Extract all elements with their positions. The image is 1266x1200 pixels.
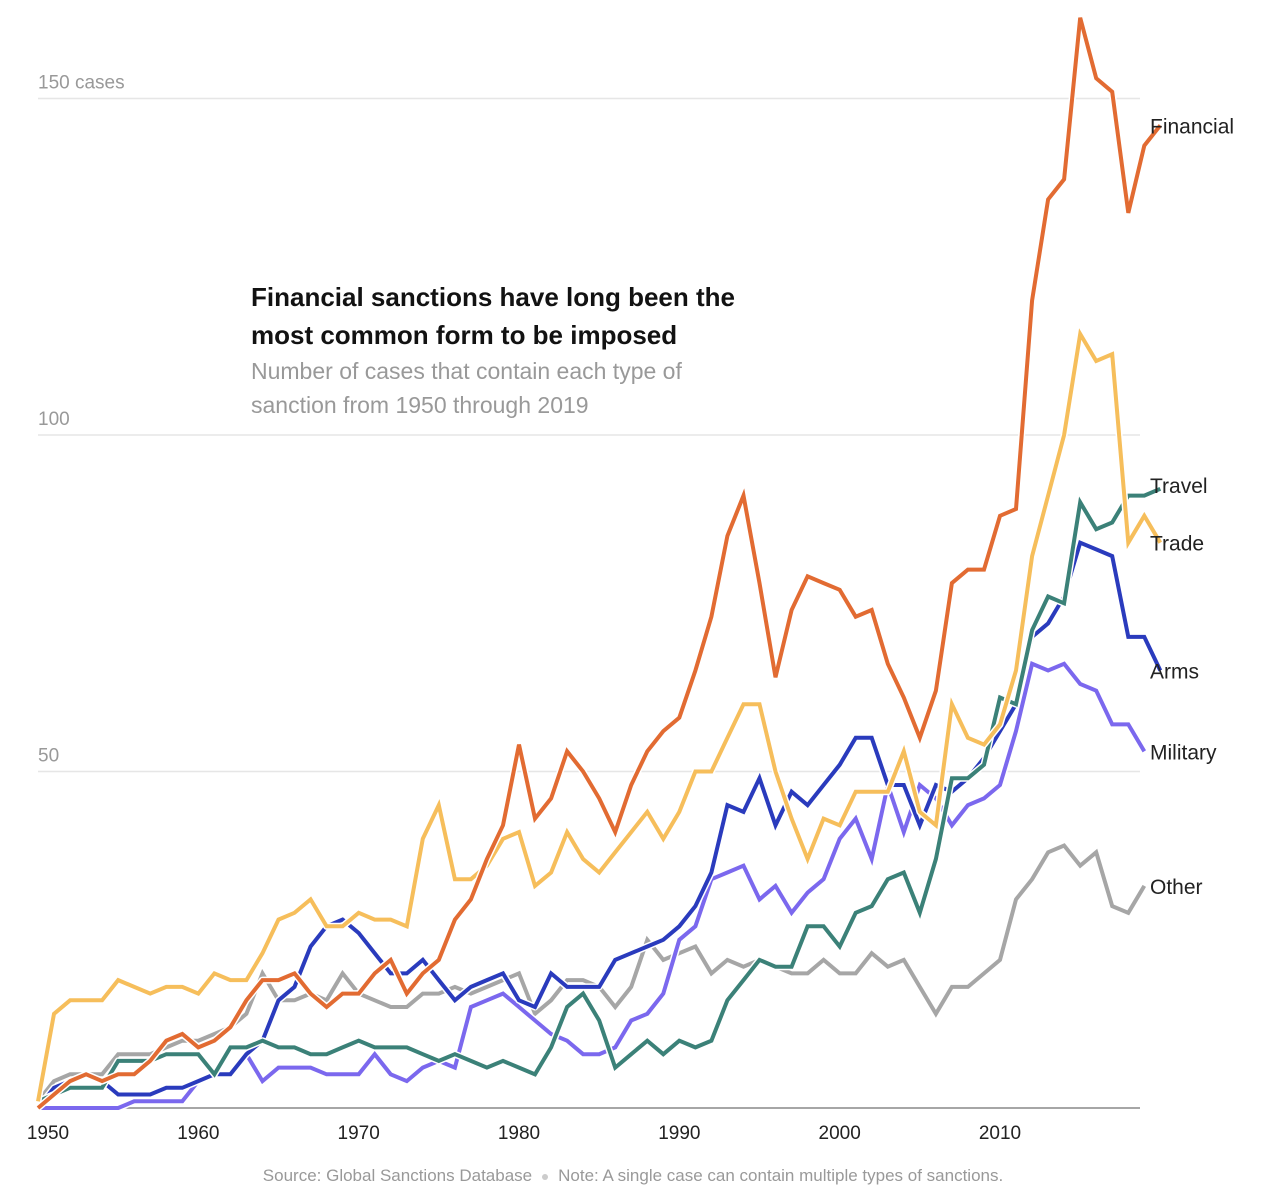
x-tick-label: 1990 (658, 1123, 700, 1144)
gridlines (38, 97, 1140, 773)
source-note: Source: Global Sanctions Database (262, 1166, 533, 1185)
x-tick-label: 2010 (979, 1123, 1021, 1144)
x-tick-label: 1980 (498, 1123, 540, 1144)
y-tick-label: 100 (38, 409, 70, 430)
series-label-financial: Financial (1150, 115, 1234, 138)
y-tick-label: 50 (38, 746, 59, 767)
x-tick-label: 1960 (177, 1123, 219, 1144)
y-tick-label: 150 cases (38, 73, 125, 94)
chart-title-block: Financial sanctions have long been the m… (251, 278, 811, 422)
chart-title-line-1: Financial sanctions have long been the (251, 282, 735, 312)
series-line-trade (36, 328, 1163, 1102)
series-line-travel (37, 486, 1162, 1104)
chart-title-line-2: most common form to be imposed (251, 320, 678, 350)
chart-title: Financial sanctions have long been the m… (251, 278, 811, 354)
x-tick-label: 1950 (27, 1123, 69, 1144)
series-label-other: Other (1150, 876, 1203, 899)
series-labels: Other Military Arms Travel Trade Financial (1150, 115, 1234, 898)
chart-subtitle-line-1: Number of cases that contain each type o… (251, 358, 682, 384)
series-label-arms: Arms (1150, 661, 1199, 684)
series-label-military: Military (1150, 741, 1217, 764)
x-tick-label: 1970 (338, 1123, 380, 1144)
series-line-financial (36, 17, 1162, 1110)
chart-subtitle-line-2: sanction from 1950 through 2019 (251, 392, 589, 418)
chart-footer: Source: Global Sanctions Database Note: A… (0, 1166, 1266, 1186)
series-label-travel: Travel (1150, 475, 1208, 498)
y-axis-tick-labels: 50 100 150 cases (38, 73, 125, 767)
series-halo-financial (34, 14, 1164, 1112)
x-tick-label: 2000 (819, 1123, 861, 1144)
series-lines (34, 14, 1164, 1112)
x-axis-tick-labels: 1950 1960 1970 1980 1990 2000 2010 (27, 1123, 1021, 1144)
series-label-trade: Trade (1150, 533, 1204, 556)
footnote: Note: A single case can contain multiple… (558, 1166, 1004, 1185)
separator-dot-icon (542, 1173, 549, 1180)
chart-subtitle: Number of cases that contain each type o… (251, 354, 811, 422)
